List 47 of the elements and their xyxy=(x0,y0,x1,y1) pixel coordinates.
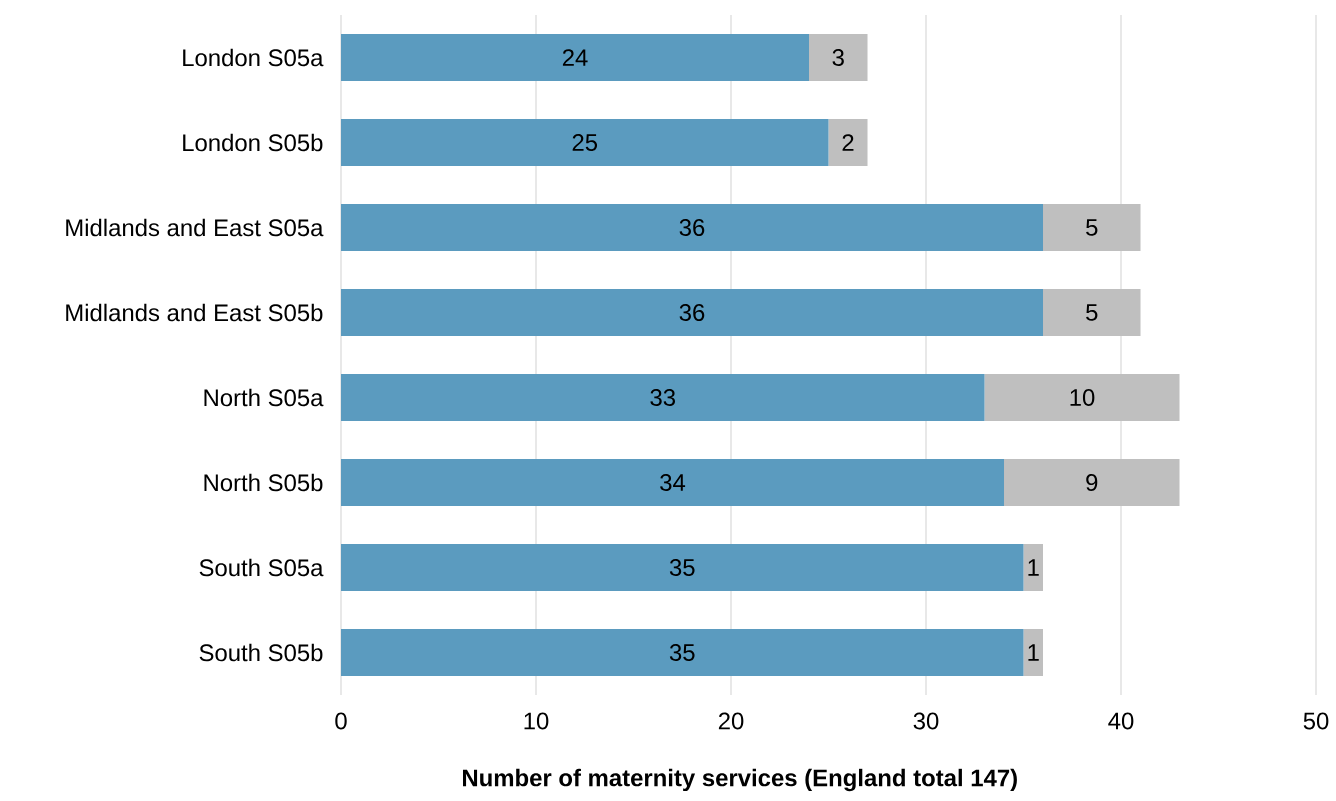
data-label: 1 xyxy=(1028,559,1039,576)
bar xyxy=(984,374,1180,422)
bar xyxy=(341,544,1024,592)
x-tick-label: 20 xyxy=(718,712,744,730)
data-label: 24 xyxy=(562,49,588,66)
data-label: 33 xyxy=(650,389,675,406)
bar xyxy=(828,119,868,167)
bar xyxy=(1023,544,1044,592)
bar xyxy=(341,374,985,422)
bar xyxy=(1043,204,1141,252)
x-tick-label: 0 xyxy=(335,712,347,730)
bar xyxy=(341,204,1044,252)
bar xyxy=(1023,629,1044,677)
y-tick-label: Midlands and East S05b xyxy=(66,303,323,322)
data-label: 10 xyxy=(1070,389,1095,406)
y-tick-label: London S05a xyxy=(183,48,324,67)
data-label: 5 xyxy=(1086,304,1098,321)
data-label: 36 xyxy=(679,304,705,321)
bar xyxy=(1004,459,1180,507)
data-label: 36 xyxy=(679,219,705,236)
bar xyxy=(1043,289,1141,337)
bar xyxy=(341,34,809,82)
y-tick-label: South S05b xyxy=(199,643,323,662)
x-tick-label: 40 xyxy=(1108,712,1134,730)
y-tick-label: North S05a xyxy=(204,388,324,407)
data-label: 5 xyxy=(1086,219,1098,236)
y-tick-label: South S05a xyxy=(199,558,324,577)
data-label: 2 xyxy=(842,134,854,151)
bar xyxy=(809,34,868,82)
data-label: 35 xyxy=(669,559,695,576)
y-tick-label: London S05b xyxy=(183,133,323,152)
data-label: 3 xyxy=(832,49,844,66)
data-label: 1 xyxy=(1028,644,1039,661)
bar xyxy=(341,629,1024,677)
data-label: 9 xyxy=(1086,474,1098,491)
y-tick-label: North S05b xyxy=(204,473,323,492)
bar xyxy=(341,119,829,167)
data-label: 34 xyxy=(660,474,686,491)
x-axis-title: Number of maternity services (England total 147) xyxy=(463,768,1017,792)
data-label: 35 xyxy=(669,644,695,661)
x-tick-label: 50 xyxy=(1303,712,1329,730)
y-tick-label: Midlands and East S05a xyxy=(66,218,324,237)
x-tick-label: 30 xyxy=(913,712,939,730)
data-label: 25 xyxy=(572,134,598,151)
bar xyxy=(341,459,1005,507)
x-tick-label: 10 xyxy=(524,712,549,730)
bar xyxy=(341,289,1044,337)
